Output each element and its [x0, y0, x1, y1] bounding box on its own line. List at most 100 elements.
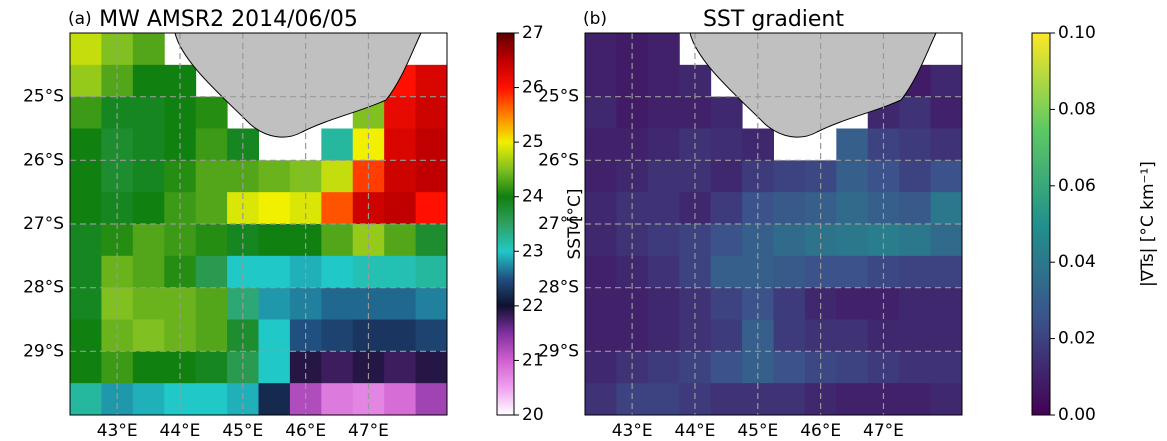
colorbar-label: SST [°C]: [565, 188, 585, 259]
y-tick-label: 28°S: [538, 278, 579, 298]
heatmap-cell: [930, 255, 963, 289]
heatmap-cell: [384, 128, 417, 161]
heatmap-cell: [899, 224, 932, 257]
heatmap-cell: [258, 192, 291, 225]
heatmap-cell: [321, 351, 354, 384]
heatmap-cell: [773, 383, 806, 416]
heatmap-cell: [836, 287, 869, 320]
heatmap-cell: [415, 224, 448, 257]
heatmap-cell: [164, 64, 197, 98]
heatmap-cell: [804, 224, 837, 257]
x-tick-label: 47°E: [863, 421, 904, 441]
heatmap-cell: [836, 319, 869, 352]
heatmap-cell: [773, 224, 806, 257]
heatmap-cell: [415, 383, 448, 416]
heatmap-cell: [804, 255, 837, 289]
heatmap-cell: [132, 287, 165, 320]
heatmap-cell: [415, 319, 448, 352]
heatmap-cell: [899, 383, 932, 416]
colorbar-tick-label: 27: [522, 23, 544, 43]
heatmap-cell: [836, 383, 869, 416]
colorbar: [1031, 32, 1051, 416]
heatmap-cell: [164, 224, 197, 257]
heatmap-cell: [70, 319, 102, 352]
heatmap-cell: [710, 160, 743, 193]
x-tick-label: 43°E: [97, 421, 138, 441]
plot-frame: [584, 32, 963, 416]
heatmap-cell: [132, 128, 165, 161]
heatmap-cell: [70, 224, 102, 257]
heatmap-cell: [899, 96, 932, 129]
heatmap-cell: [647, 128, 680, 161]
heatmap-cell: [132, 224, 165, 257]
heatmap-cell: [70, 33, 102, 66]
heatmap-cell: [101, 64, 134, 98]
chart-title: SST gradient: [703, 7, 844, 32]
heatmap-cell: [195, 128, 228, 161]
heatmap-cell: [415, 287, 448, 320]
colorbar-tick-label: 21: [522, 350, 544, 370]
heatmap-cell: [773, 319, 806, 352]
y-tick-label: 29°S: [538, 341, 579, 361]
heatmap-cell: [70, 255, 102, 289]
heatmap-cell: [195, 287, 228, 320]
heatmap-cell: [384, 351, 417, 384]
heatmap-cell: [321, 319, 354, 352]
heatmap-cell: [352, 255, 385, 289]
heatmap-cell: [195, 383, 228, 416]
heatmap-cell: [836, 160, 869, 193]
heatmap-cell: [164, 255, 197, 289]
y-tick-label: 26°S: [23, 150, 64, 170]
heatmap-cell: [899, 192, 932, 225]
x-tick-label: 47°E: [348, 421, 389, 441]
x-tick-label: 44°E: [160, 421, 201, 441]
y-tick-label: 27°S: [23, 214, 64, 234]
heatmap-cell: [384, 319, 417, 352]
heatmap-cell: [289, 224, 322, 257]
heatmap-cell: [773, 255, 806, 289]
colorbar-tick-label: 0.08: [1058, 99, 1096, 119]
heatmap-cell: [647, 64, 680, 98]
heatmap-cell: [930, 319, 963, 352]
heatmap-cell: [70, 160, 102, 193]
heatmap-cell: [585, 96, 617, 129]
panel-label: (b): [583, 9, 607, 29]
heatmap-cell: [930, 351, 963, 384]
heatmap-cell: [899, 319, 932, 352]
heatmap-cell: [710, 319, 743, 352]
heatmap-cell: [899, 255, 932, 289]
heatmap-cell: [647, 160, 680, 193]
colorbar-tick-label: 0.10: [1058, 23, 1096, 43]
heatmap-cell: [585, 287, 617, 320]
heatmap-cell: [836, 351, 869, 384]
colorbar-tick-label: 0.00: [1058, 405, 1096, 425]
heatmap-cell: [647, 351, 680, 384]
heatmap-cell: [321, 255, 354, 289]
heatmap-cell: [899, 287, 932, 320]
heatmap-cell: [930, 192, 963, 225]
heatmap-cell: [710, 287, 743, 320]
heatmap-cell: [616, 255, 649, 289]
heatmap-cell: [710, 224, 743, 257]
heatmap-cell: [195, 224, 228, 257]
heatmap-cell: [101, 224, 134, 257]
heatmap-cell: [195, 160, 228, 193]
heatmap-cell: [899, 128, 932, 161]
heatmap-cell: [867, 255, 900, 289]
heatmap-cell: [132, 383, 165, 416]
heatmap-cell: [289, 255, 322, 289]
heatmap-cell: [415, 96, 448, 129]
heatmap-cell: [930, 64, 963, 98]
heatmap-cell: [836, 255, 869, 289]
heatmap-cell: [258, 319, 291, 352]
heatmap-cell: [710, 192, 743, 225]
colorbar-tick-label: 26: [522, 78, 544, 98]
heatmap-cell: [70, 64, 102, 98]
heatmap-cell: [258, 287, 291, 320]
heatmap-cell: [585, 192, 617, 225]
colorbar-tick-label: 20: [522, 405, 544, 425]
heatmap-cell: [384, 96, 417, 129]
heatmap-cell: [415, 160, 448, 193]
heatmap-cell: [899, 160, 932, 193]
